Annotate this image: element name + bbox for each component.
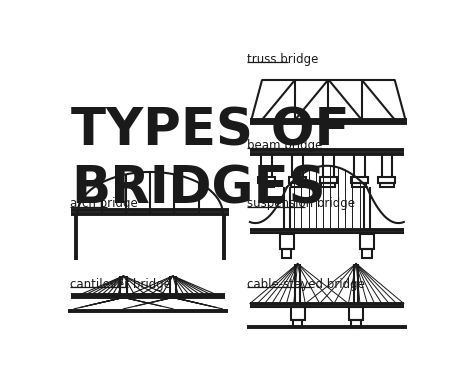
Bar [352, 183, 366, 187]
Bar [289, 177, 306, 183]
Bar [293, 320, 302, 328]
Bar [360, 233, 374, 249]
Bar [349, 307, 363, 320]
Bar [362, 249, 372, 258]
Text: truss bridge: truss bridge [247, 53, 318, 65]
Text: cantilever bridge: cantilever bridge [70, 278, 171, 291]
Text: BRIDGES: BRIDGES [71, 164, 326, 214]
Text: TYPES OF: TYPES OF [71, 107, 350, 156]
Bar [280, 233, 294, 249]
Bar [260, 183, 273, 187]
Bar [291, 183, 304, 187]
Bar [282, 249, 292, 258]
Text: beam bridge: beam bridge [247, 139, 322, 152]
Text: arch bridge: arch bridge [70, 197, 137, 210]
Bar [352, 320, 361, 328]
Bar [321, 183, 335, 187]
Bar [380, 183, 394, 187]
Bar [351, 177, 368, 183]
Bar [291, 307, 304, 320]
Text: cable-stayed bridge: cable-stayed bridge [247, 278, 365, 291]
Bar [258, 177, 275, 183]
Bar [320, 177, 337, 183]
Bar [378, 177, 395, 183]
Text: suspension bridge: suspension bridge [247, 197, 355, 210]
